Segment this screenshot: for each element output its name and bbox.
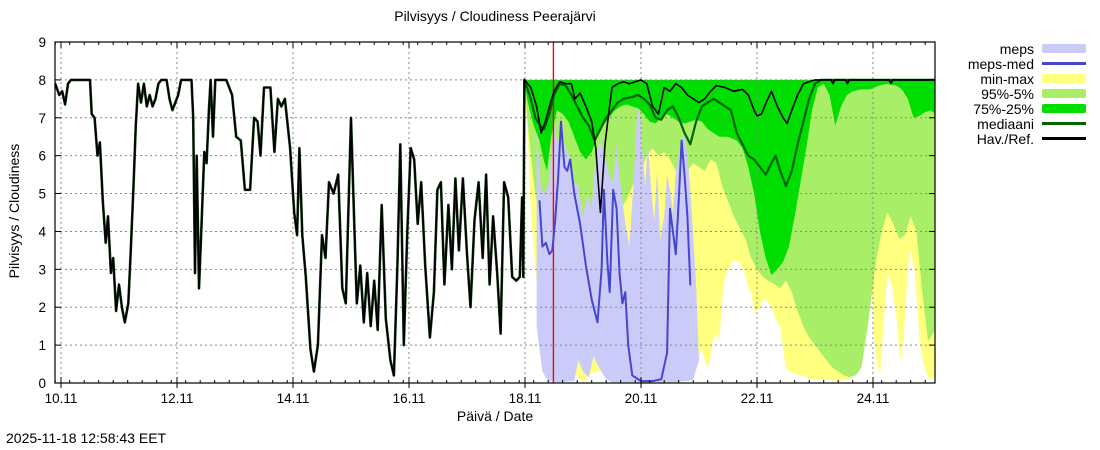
legend-swatch-line xyxy=(1042,62,1086,65)
legend: meps meps-med min-max 95%-5% 75%-25% mediaani… xyxy=(967,40,1086,147)
y-tick-label: 2 xyxy=(38,300,46,315)
plot-layers xyxy=(55,42,935,383)
x-tick-label: 16.11 xyxy=(393,391,426,406)
y-tick-label: 0 xyxy=(38,376,46,391)
x-tick-label: 22.11 xyxy=(741,391,774,406)
legend-label: 75%-25% xyxy=(973,100,1034,117)
axis-ticks xyxy=(54,41,935,388)
legend-entry: 75%-25% xyxy=(968,100,1086,117)
legend-label: 95%-5% xyxy=(981,85,1034,102)
y-tick-label: 5 xyxy=(38,187,46,202)
timestamp-label: 2025-11-18 12:58:43 EET xyxy=(6,430,167,446)
y-tick-label: 7 xyxy=(38,111,46,126)
legend-label: meps xyxy=(999,40,1034,57)
line-meps-med xyxy=(538,120,692,383)
legend-entry: meps-med xyxy=(967,55,1086,72)
x-axis-label: Päivä / Date xyxy=(456,408,534,424)
legend-swatch-line xyxy=(1042,137,1086,140)
legend-label: mediaani xyxy=(977,115,1034,132)
legend-swatch-band xyxy=(1042,89,1086,98)
x-tick-label: 14.11 xyxy=(277,391,310,406)
x-tick-label: 12.11 xyxy=(161,391,194,406)
x-tick-label: 20.11 xyxy=(625,391,658,406)
legend-label: Hav./Ref. xyxy=(976,130,1034,147)
x-tick-label: 24.11 xyxy=(857,391,890,406)
legend-entry: 95%-5% xyxy=(968,85,1086,102)
band-75%-25% xyxy=(524,79,935,275)
chart-title: Pilvisyys / Cloudiness Peerajärvi xyxy=(394,8,596,24)
legend-label: meps-med xyxy=(967,55,1034,72)
x-tick-label: 10.11 xyxy=(45,391,78,406)
legend-label: min-max xyxy=(980,70,1034,87)
legend-swatch-band xyxy=(1042,74,1086,83)
y-tick-label: 4 xyxy=(38,224,46,239)
legend-entry: mediaani xyxy=(968,115,1086,132)
line-mediaani xyxy=(523,78,935,188)
legend-swatch-band xyxy=(1042,44,1086,53)
y-tick-label: 9 xyxy=(38,35,46,50)
legend-entry: meps xyxy=(968,40,1086,57)
plot-border xyxy=(54,41,936,384)
band-95%-5% xyxy=(524,79,935,378)
y-tick-label: 8 xyxy=(38,73,46,88)
line-hav-ref xyxy=(55,79,935,377)
x-tick-label: 18.11 xyxy=(509,391,542,406)
legend-entry: min-max xyxy=(968,70,1086,87)
y-tick-label: 6 xyxy=(38,149,46,164)
legend-swatch-line xyxy=(1042,122,1086,125)
legend-swatch-band xyxy=(1042,104,1086,113)
legend-entry: Hav./Ref. xyxy=(968,130,1086,147)
y-tick-label: 3 xyxy=(38,262,46,277)
y-tick-label: 1 xyxy=(38,338,46,353)
